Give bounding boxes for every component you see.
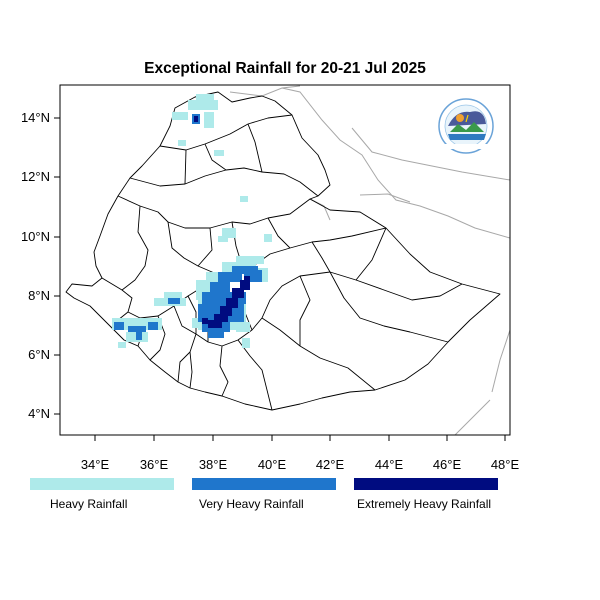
x-tick-label: 38°E <box>199 457 228 472</box>
x-tick-label: 34°E <box>81 457 110 472</box>
very-heavy-rainfall-cells <box>114 114 262 340</box>
legend-swatch-heavy <box>30 478 174 490</box>
x-tick-label: 44°E <box>375 457 404 472</box>
y-tick-label: 6°N <box>28 347 50 362</box>
x-tick-labels: 34°E 36°E 38°E 40°E 42°E 44°E 46°E 48°E <box>81 457 520 472</box>
legend-label-heavy: Heavy Rainfall <box>50 497 127 511</box>
extremely-heavy-rainfall-cells <box>194 116 250 328</box>
x-tick-label: 36°E <box>140 457 169 472</box>
ethiopia-boundaries <box>65 91 501 411</box>
legend-label-very-heavy: Very Heavy Rainfall <box>199 497 304 511</box>
map-title: Exceptional Rainfall for 20-21 Jul 2025 <box>144 60 426 77</box>
neighbor-boundaries <box>229 85 510 435</box>
ethiopia-outline <box>65 91 501 411</box>
meteorology-agency-logo-icon <box>438 98 494 154</box>
x-tick-label: 40°E <box>258 457 287 472</box>
y-tick-label: 4°N <box>28 406 50 421</box>
legend-label-extremely-heavy: Extremely Heavy Rainfall <box>357 497 491 511</box>
x-tick-label: 42°E <box>316 457 345 472</box>
legend-swatch-very-heavy <box>192 478 336 490</box>
legend: Heavy Rainfall Very Heavy Rainfall Extre… <box>30 478 498 511</box>
x-tick-label: 46°E <box>433 457 462 472</box>
axis-ticks <box>54 117 506 441</box>
legend-swatch-extremely-heavy <box>354 478 498 490</box>
heavy-rainfall-cells <box>112 94 272 348</box>
y-tick-labels: 14°N 12°N 10°N 8°N 6°N 4°N <box>21 110 50 421</box>
y-tick-label: 10°N <box>21 229 50 244</box>
map-frame <box>59 84 511 436</box>
y-tick-label: 8°N <box>28 288 50 303</box>
x-tick-label: 48°E <box>491 457 520 472</box>
y-tick-label: 12°N <box>21 169 50 184</box>
y-tick-label: 14°N <box>21 110 50 125</box>
